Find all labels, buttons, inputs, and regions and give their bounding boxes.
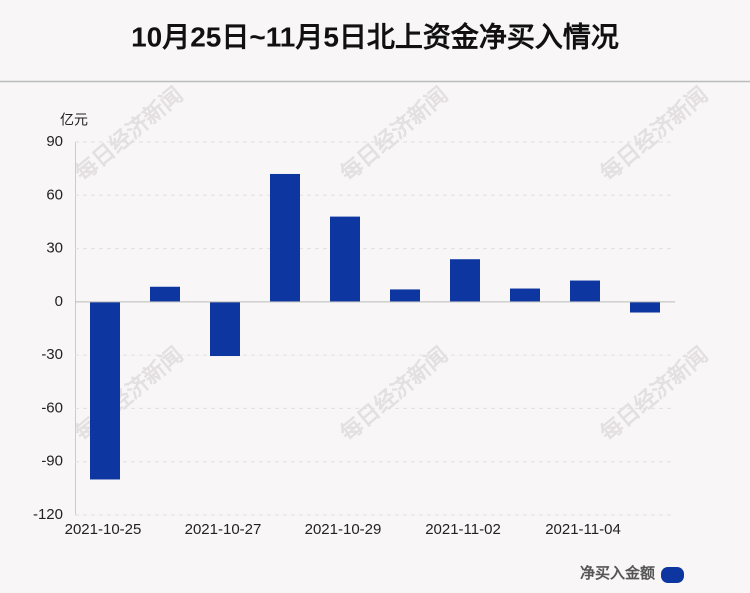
bar — [270, 173, 300, 302]
bar — [510, 288, 540, 302]
bar — [570, 280, 600, 302]
y-tick-label: 0 — [55, 293, 63, 310]
x-tick-label: 2021-11-04 — [545, 521, 621, 538]
y-tick-label: -30 — [41, 346, 63, 363]
x-tick-label: 2021-10-27 — [185, 521, 262, 538]
x-tick-label: 2021-10-25 — [65, 521, 142, 538]
y-tick-label: 30 — [46, 240, 63, 257]
legend-swatch — [661, 567, 684, 583]
chart-title: 10月25日~11月5日北上资金净买入情况 — [131, 20, 619, 52]
bar — [150, 286, 180, 302]
bar — [90, 301, 120, 480]
bar — [210, 301, 240, 357]
y-tick-label: -90 — [41, 453, 63, 470]
y-unit: 亿元 — [60, 112, 88, 128]
y-tick-label: -120 — [33, 506, 63, 523]
y-tick-label: 60 — [46, 186, 63, 203]
bar — [330, 216, 360, 302]
legend-label: 净买入金额 — [580, 564, 655, 582]
x-tick-label: 2021-11-02 — [425, 521, 501, 538]
bar — [630, 301, 660, 313]
y-tick-label: 90 — [46, 133, 63, 150]
y-tick-label: -60 — [41, 399, 63, 416]
x-tick-label: 2021-10-29 — [305, 521, 382, 538]
bar — [450, 259, 480, 302]
bar — [390, 289, 420, 302]
